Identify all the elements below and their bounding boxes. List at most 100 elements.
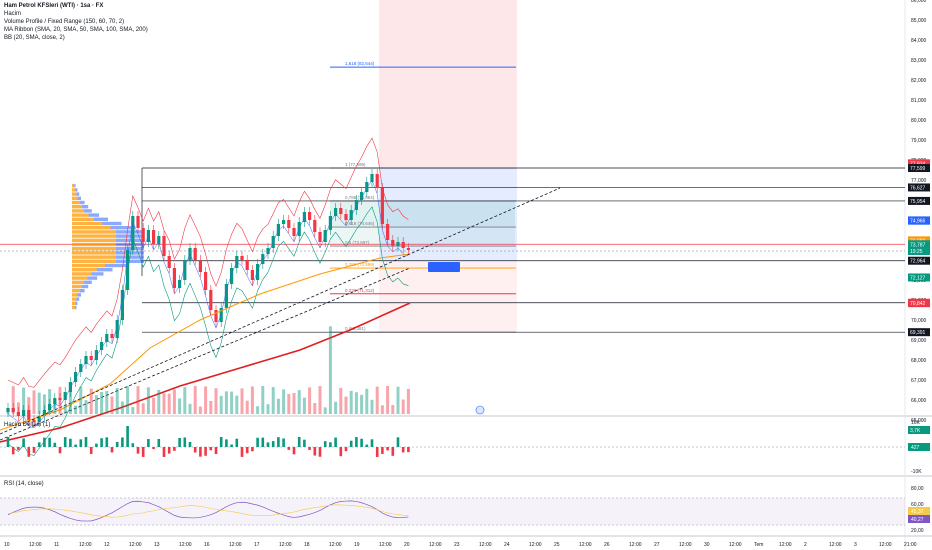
delta-bar [344, 447, 348, 452]
price-badge [908, 159, 930, 168]
volume-profile-bar [72, 297, 77, 301]
volume-bar [32, 390, 36, 414]
indicator-bollinger[interactable]: BB (20, SMA, close, 2) [4, 35, 65, 41]
volume-profile-bar [116, 259, 144, 263]
delta-bar [381, 447, 384, 454]
rsi-panel-title[interactable]: RSI (14, close) [4, 481, 44, 487]
delta-tick-label: -10K [911, 469, 922, 475]
volume-bar [261, 386, 265, 414]
delta-bar [17, 447, 20, 450]
delta-bar [297, 437, 301, 447]
volume-bar [146, 387, 150, 414]
candle-body [105, 334, 109, 342]
volume-profile-bar [72, 242, 116, 247]
candle-body [292, 228, 296, 236]
volume-profile-bar [96, 268, 113, 272]
delta-bar [323, 441, 327, 447]
price-badge-label: 77,599 [910, 166, 926, 172]
candle-body [297, 222, 301, 236]
volume-bar [27, 397, 31, 414]
time-tick-label: 12:00 [279, 542, 292, 548]
indicator-volume[interactable]: Hacim [4, 11, 22, 17]
volume-bar [240, 388, 244, 414]
volume-bar [266, 404, 270, 414]
volume-profile-bar [72, 209, 85, 213]
time-tick-label: 21:00 [904, 542, 917, 548]
candle-body [120, 290, 124, 320]
volume-profile-bar [72, 200, 80, 205]
volume-profile-bar [72, 301, 76, 305]
volume-bar [48, 389, 52, 414]
rsi-line [7, 500, 409, 522]
delta-bar [245, 447, 249, 454]
indicator-volume-profile[interactable]: Volume Profile / Fixed Range (150, 60, 7… [4, 19, 125, 25]
volume-bar [391, 405, 395, 414]
volume-profile-bar [72, 305, 75, 310]
time-tick-label: 11 [54, 542, 59, 548]
volume-profile-bar [72, 263, 105, 268]
volume-bar [287, 393, 291, 414]
time-tick-label: 30 [704, 542, 710, 548]
price-tick-label: 65,000 [911, 418, 927, 424]
delta-bar [251, 447, 254, 452]
delta-bar [193, 447, 197, 453]
time-tick-label: 12:00 [679, 542, 692, 548]
candle-body [162, 236, 166, 256]
time-tick-label: 25 [554, 542, 560, 548]
candle-body [22, 410, 26, 416]
time-tick-label: 20 [404, 542, 410, 548]
time-tick-label: 12:00 [579, 542, 592, 548]
delta-bar [329, 442, 332, 447]
ma-orange-line [0, 253, 411, 431]
volume-bar [282, 389, 286, 414]
volume-profile-bar [72, 217, 94, 221]
indicator-ma-ribbon[interactable]: MA Ribbon (SMA, 20, SMA, 50, SMA, 100, S… [4, 27, 148, 33]
symbol-title[interactable]: Ham Petrol KFSleri (WTI) · 1sa · FX [4, 3, 104, 9]
delta-bar [204, 447, 207, 456]
fib-zone [330, 227, 515, 247]
volume-profile-bar [72, 289, 80, 293]
volume-profile-bar [72, 226, 111, 230]
candle-body [172, 268, 176, 288]
time-tick-label: 12:00 [629, 542, 642, 548]
volume-bar [110, 396, 114, 414]
volume-bar [250, 386, 254, 414]
candle-body [224, 284, 228, 308]
volume-profile-bar [116, 230, 144, 234]
volume-bar [209, 400, 213, 414]
delta-bar [318, 447, 322, 457]
price-badge [908, 299, 930, 308]
volume-bar [339, 387, 343, 414]
volume-bar [94, 395, 98, 414]
candle-body [349, 210, 353, 220]
candle-body [365, 182, 369, 192]
rsi-badge [908, 515, 930, 523]
candle-body [6, 408, 10, 412]
candle-body [198, 260, 202, 272]
rsi-badge [908, 507, 930, 515]
delta-bar [105, 437, 109, 447]
volume-profile-bar [74, 305, 77, 310]
time-tick-label: 12:00 [29, 542, 42, 548]
candle-body [183, 260, 187, 280]
volume-bar [328, 326, 332, 414]
time-tick-label: 19 [354, 542, 360, 548]
candle-body [375, 174, 379, 188]
price-badge [908, 328, 930, 337]
time-tick-label: 12:00 [529, 542, 542, 548]
candle-body [308, 212, 312, 220]
delta-bar [63, 437, 67, 447]
position-tool-handle[interactable] [428, 262, 460, 272]
volume-bar [276, 398, 280, 414]
delta-bar [32, 447, 36, 453]
volume-profile-bar [72, 247, 116, 251]
candle-body [302, 212, 306, 222]
price-badge [908, 183, 930, 192]
candle-body [245, 260, 249, 270]
volume-profile-bar [88, 213, 99, 217]
delta-panel-title[interactable]: Hacim Deltası (1) [4, 422, 51, 428]
delta-bar [79, 439, 83, 447]
price-tick-label: 85,000 [911, 18, 927, 24]
event-flag-icon[interactable] [475, 405, 485, 415]
